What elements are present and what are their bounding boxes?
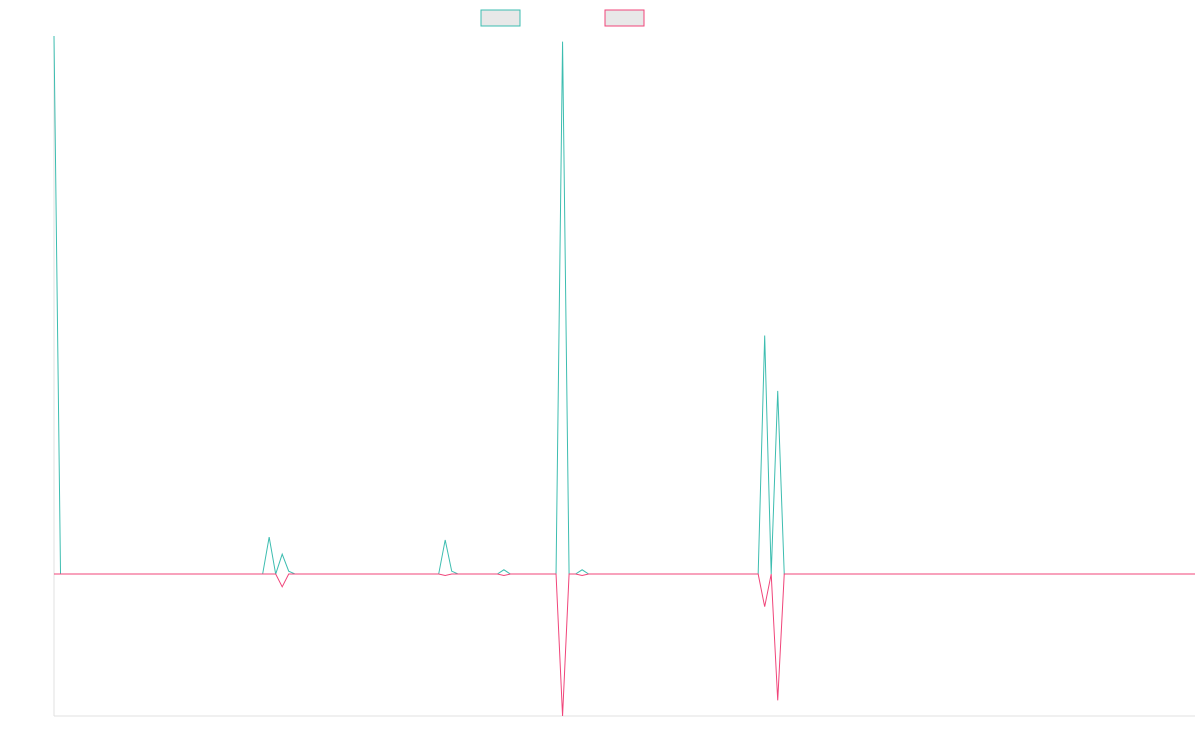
series-line [54, 573, 1195, 717]
series-line [53, 35, 1195, 575]
legend-swatch [480, 9, 521, 27]
legend-swatch [604, 9, 645, 27]
